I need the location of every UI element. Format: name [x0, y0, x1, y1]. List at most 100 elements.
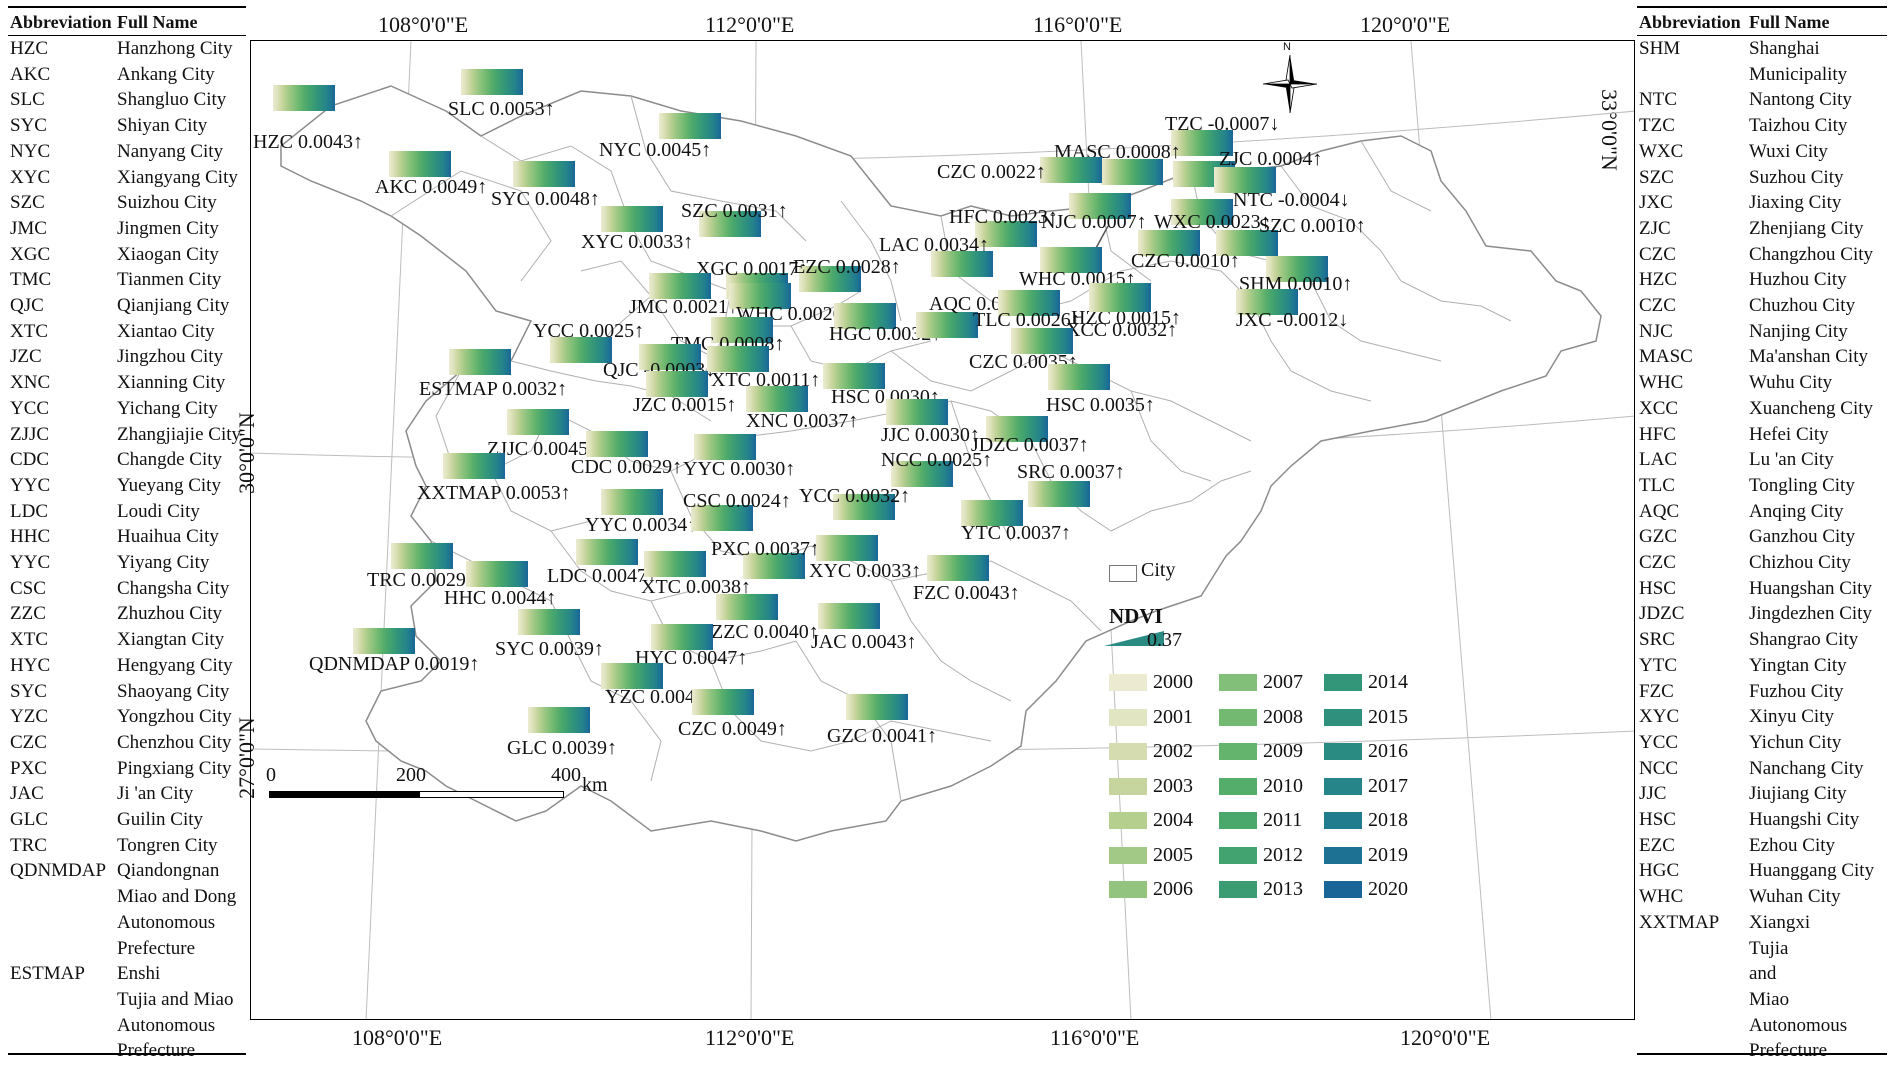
- full-name-cell: Yueyang City: [117, 474, 221, 496]
- full-name-cell: Ezhou City: [1749, 834, 1836, 856]
- abbr-cell: CDC: [10, 449, 50, 471]
- table-row: JDZC Jingdezhen City: [1637, 603, 1887, 628]
- right-abbreviation-table: Abbreviation Full Name SHM Shanghai Munici…: [1637, 6, 1887, 1061]
- city-ndvi-bar: [1040, 157, 1102, 183]
- legend-year-label: 2019: [1368, 843, 1408, 866]
- arrow-up-icon: ↑: [1171, 307, 1181, 329]
- table-row: AKC Ankang City: [8, 64, 246, 89]
- table-row: Miao and Dong: [8, 886, 246, 911]
- city-trend-label: XTC 0.0038↑: [641, 576, 751, 599]
- city-trend-value: YCC 0.0032: [799, 485, 901, 507]
- abbr-cell: FZC: [1639, 680, 1674, 702]
- city-trend-value: CZC 0.0049: [678, 718, 777, 740]
- city-ndvi-bar: [1236, 289, 1298, 315]
- city-trend-value: HZC 0.0043: [253, 131, 353, 153]
- table-row: XGC Xiaogan City: [8, 244, 246, 269]
- legend-year-label: 2013: [1263, 878, 1303, 900]
- table-row: GZC Ganzhou City: [1637, 526, 1887, 551]
- city-ndvi-bar: [886, 399, 948, 425]
- table-row: NCC Nanchang City: [1637, 758, 1887, 783]
- arrow-up-icon: ↑: [929, 386, 940, 408]
- city-ndvi-bar: [449, 349, 511, 375]
- full-name-cell: Huangshi City: [1749, 809, 1860, 830]
- full-name-cell: Miao: [1749, 988, 1790, 1010]
- arrow-up-icon: ↑: [1047, 206, 1058, 228]
- legend-year-label: 2008: [1263, 705, 1303, 728]
- arrow-up-icon: ↑: [1136, 211, 1147, 233]
- legend-swatch: [1109, 777, 1147, 795]
- full-name-cell: Yichang City: [117, 397, 218, 419]
- table-row: CZC Chuzhou City: [1637, 295, 1887, 320]
- abbr-cell: XNC: [10, 372, 51, 394]
- table-row: CDC Changde City: [8, 449, 246, 474]
- city-ndvi-bar: [1101, 159, 1163, 185]
- table-row: SRC Shangrao City: [1637, 629, 1887, 654]
- city-ndvi-bar: [986, 416, 1048, 442]
- abbr-cell: HSC: [1639, 577, 1676, 599]
- city-trend-value: GZC 0.0041: [827, 725, 927, 747]
- abbr-cell: SRC: [1639, 629, 1675, 651]
- table-row: EZC Ezhou City: [1637, 835, 1887, 860]
- city-ndvi-bar: [691, 505, 753, 531]
- table-row: YCC Yichun City: [1637, 732, 1887, 757]
- table-row: Municipality: [1637, 64, 1887, 89]
- city-trend-value: JJC 0.0030: [881, 424, 970, 446]
- abbr-cell: ZJJC: [10, 423, 50, 445]
- table-row: Tujia: [1637, 938, 1887, 963]
- table-row: XYC Xiangyang City: [8, 167, 246, 192]
- abbr-cell: AQC: [1639, 500, 1680, 522]
- city-trend-value: YYC 0.0030: [683, 458, 786, 480]
- coord-top-120e: 120°0'0"E: [1360, 12, 1451, 37]
- table-row: and: [1637, 963, 1887, 988]
- city-trend-label: HHC 0.0044↑: [444, 587, 556, 610]
- abbr-cell: TMC: [10, 269, 52, 291]
- abbr-cell: XYC: [10, 166, 51, 188]
- city-trend-label: JZC 0.0015↑: [633, 394, 736, 417]
- full-name-cell: Lu 'an City: [1749, 449, 1834, 471]
- table-row: SHM Shanghai: [1637, 38, 1887, 63]
- table-row: HZC Hanzhong City: [8, 38, 246, 63]
- coord-bottom-116e: 116°0'0"E: [1050, 1025, 1140, 1050]
- full-name-cell: Taizhou City: [1749, 115, 1848, 137]
- city-trend-value: ZJJC 0.0045: [487, 438, 589, 460]
- arrow-up-icon: ↑: [557, 378, 568, 400]
- abbr-header: Abbreviation: [1639, 12, 1741, 32]
- legend-year-label: 2015: [1368, 705, 1408, 728]
- city-trend-value: HHC 0.0044: [444, 587, 547, 609]
- city-ndvi-bar: [461, 69, 523, 95]
- arrow-up-icon: ↑: [353, 131, 363, 153]
- arrow-up-icon: ↑: [906, 631, 917, 653]
- full-name-cell: Shangluo City: [117, 89, 227, 111]
- city-trend-label: YCC 0.0025↑: [533, 320, 644, 343]
- legend-city-label: City: [1141, 559, 1176, 581]
- legend-year-label: 2012: [1263, 843, 1303, 866]
- abbr-cell: SHM: [1639, 38, 1681, 59]
- city-trend-value: CSC 0.0024: [683, 490, 781, 512]
- city-trend-value: NCC 0.0025: [881, 449, 983, 471]
- city-trend-value: TLC 0.0026: [973, 309, 1071, 331]
- arrow-up-icon: ↑: [969, 424, 980, 446]
- abbr-cell: YTC: [1639, 654, 1677, 676]
- abbr-cell: XXTMAP: [1639, 911, 1720, 933]
- table-row: NTC Nantong City: [1637, 89, 1887, 114]
- table-row: CSC Changsha City: [8, 578, 246, 603]
- full-name-cell: Zhuzhou City: [117, 603, 223, 625]
- table-row: ZJJC Zhangjiajie City: [8, 424, 246, 449]
- city-trend-value: GLC 0.0039: [507, 737, 607, 759]
- table-row: JMC Jingmen City: [8, 218, 246, 243]
- city-ndvi-bar: [707, 346, 769, 372]
- city-trend-label: CZC 0.0022↑: [937, 161, 1046, 184]
- arrow-up-icon: ↑: [726, 394, 737, 416]
- table-row: Prefecture: [1637, 1040, 1887, 1065]
- abbr-cell: ESTMAP: [10, 963, 85, 985]
- table-row: HHC Huaihua City: [8, 526, 246, 551]
- arrow-up-icon: ↑: [607, 737, 617, 759]
- abbr-cell: YCC: [10, 397, 50, 419]
- table-row: SZC Suizhou City: [8, 192, 246, 217]
- full-name-cell: Jingmen City: [117, 217, 219, 239]
- abbr-cell: JJC: [1639, 783, 1667, 805]
- city-ndvi-bar: [646, 371, 708, 397]
- city-ndvi-bar: [799, 266, 861, 292]
- abbr-cell: AKC: [10, 63, 51, 85]
- legend-year-label: 2018: [1368, 809, 1408, 831]
